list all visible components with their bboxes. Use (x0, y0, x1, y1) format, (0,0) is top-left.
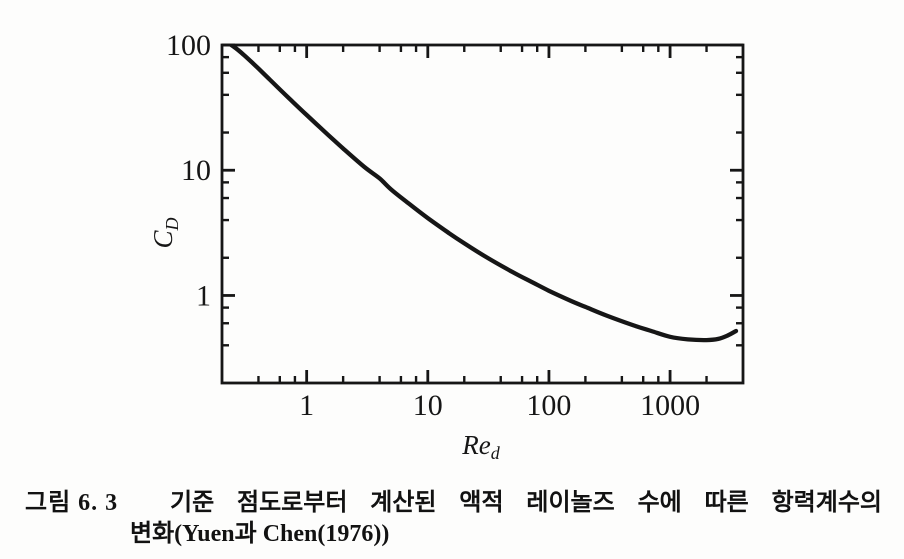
y-axis-title: CD (148, 217, 182, 248)
caption-body-line1: 기준 점도로부터 계산된 액적 레이놀즈 수에 따른 항력계수의 (170, 490, 882, 516)
figure-caption: 그림 6. 3 기준 점도로부터 계산된 액적 레이놀즈 수에 따른 항력계수의… (0, 489, 904, 559)
y-tick-label: 10 (181, 154, 211, 187)
x-tick-label: 100 (526, 389, 571, 422)
drag-curve-line (225, 44, 739, 343)
x-tick-label: 1 (299, 389, 314, 422)
x-tick-label: 1000 (640, 389, 700, 422)
caption-body-line2: 변화(Yuen과 Chen(1976)) (130, 521, 390, 547)
plot-frame (220, 43, 745, 385)
x-axis-title: Red (461, 430, 500, 463)
y-tick-labels: 1 10 100 (166, 29, 211, 312)
drag-coefficient-chart: 1 10 100 1000 1 10 100 Red CD (148, 29, 745, 463)
x-tick-labels: 1 10 100 1000 (299, 389, 700, 422)
y-tick-label: 1 (196, 279, 211, 312)
y-tick-label: 100 (166, 29, 211, 62)
x-tick-label: 10 (413, 389, 443, 422)
axis-ticks (222, 43, 743, 383)
caption-label: 그림 6. 3 (25, 490, 119, 516)
drag-curve (225, 44, 739, 343)
